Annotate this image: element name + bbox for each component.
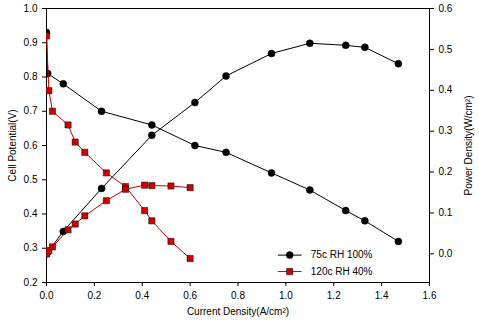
svg-text:Cell Potential(V): Cell Potential(V) <box>7 109 18 181</box>
svg-text:0.6: 0.6 <box>183 290 197 301</box>
svg-text:Power Density(W/cm²): Power Density(W/cm²) <box>463 95 474 195</box>
svg-text:0.3: 0.3 <box>24 242 38 253</box>
svg-text:0.2: 0.2 <box>439 166 453 177</box>
svg-text:1.4: 1.4 <box>375 290 389 301</box>
svg-text:0.9: 0.9 <box>24 37 38 48</box>
svg-text:0.4: 0.4 <box>439 84 453 95</box>
svg-text:75c RH 100%: 75c RH 100% <box>311 249 373 260</box>
svg-text:0.6: 0.6 <box>24 140 38 151</box>
svg-text:0.4: 0.4 <box>24 208 38 219</box>
svg-text:0.3: 0.3 <box>439 125 453 136</box>
svg-text:1.6: 1.6 <box>423 290 437 301</box>
svg-text:0.4: 0.4 <box>135 290 149 301</box>
svg-text:Current Density(A/cm²): Current Density(A/cm²) <box>187 306 289 317</box>
svg-text:0.5: 0.5 <box>24 174 38 185</box>
svg-text:1.0: 1.0 <box>279 290 293 301</box>
svg-text:1.0: 1.0 <box>24 3 38 14</box>
svg-text:0.0: 0.0 <box>439 248 453 259</box>
svg-text:0.6: 0.6 <box>439 3 453 14</box>
svg-text:0.2: 0.2 <box>87 290 101 301</box>
svg-text:1.2: 1.2 <box>327 290 341 301</box>
svg-text:0.8: 0.8 <box>24 71 38 82</box>
svg-text:0.2: 0.2 <box>24 277 38 288</box>
svg-text:0.0: 0.0 <box>40 290 54 301</box>
svg-text:120c RH 40%: 120c RH 40% <box>311 266 373 277</box>
svg-text:0.8: 0.8 <box>231 290 245 301</box>
svg-text:0.5: 0.5 <box>439 44 453 55</box>
svg-text:0.7: 0.7 <box>24 105 38 116</box>
svg-text:0.1: 0.1 <box>439 207 453 218</box>
